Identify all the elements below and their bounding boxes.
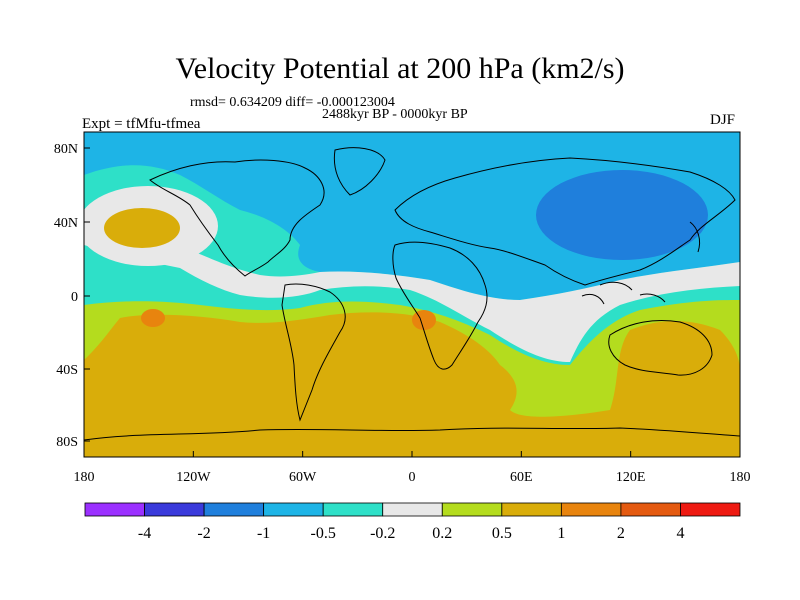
colorbar-label: 2 xyxy=(617,525,625,542)
lat-tick-label: 40N xyxy=(54,216,78,231)
coast-south-america xyxy=(281,283,346,422)
lat-tick-label: 40S xyxy=(56,363,78,378)
colorbar-label: 4 xyxy=(676,525,684,542)
colorbar-label: -4 xyxy=(138,525,151,542)
colorbar-label: -2 xyxy=(197,525,210,542)
colorbar-bin xyxy=(84,502,145,517)
coast-north-america xyxy=(149,159,325,277)
colorbar-bin xyxy=(441,502,503,517)
period-label: 2488kyr BP - 0000kyr BP xyxy=(322,107,468,122)
colorbar-bin xyxy=(322,502,384,517)
colorbar-bin xyxy=(144,502,205,517)
coast-maritime-continent xyxy=(581,281,666,305)
field-layer xyxy=(84,132,740,457)
colorbar-label: -0.2 xyxy=(370,525,395,542)
field-strong-positive-blob-pacific xyxy=(141,309,165,327)
colorbar-bin xyxy=(382,502,443,517)
latitude-axis: 80N 40N 0 40S 80S xyxy=(54,142,90,450)
colorbar-bin xyxy=(620,502,681,517)
lon-tick-label: 120E xyxy=(616,470,646,485)
colorbar-bin xyxy=(501,502,562,517)
colorbar-label: -1 xyxy=(257,525,270,542)
map-title: Velocity Potential at 200 hPa (km2/s) xyxy=(175,52,625,85)
colorbar-bin xyxy=(203,502,265,517)
colorbar-label: -0.5 xyxy=(311,525,336,542)
lon-tick-label: 180 xyxy=(730,470,751,485)
colorbar-label: 0.2 xyxy=(432,525,452,542)
field-positive-region xyxy=(84,312,740,457)
stats-line: rmsd= 0.634209 diff= -0.000123004 xyxy=(190,95,395,110)
colorbar-bin xyxy=(680,502,741,517)
experiment-label: Expt = tfMfu-tfmea xyxy=(82,116,201,132)
lon-tick-label: 120W xyxy=(176,470,211,485)
coast-greenland xyxy=(333,147,386,196)
longitude-axis: 180 120W 60W 0 60E 120E 180 xyxy=(74,451,751,485)
colorbar: -4 -2 -1 -0.5 -0.2 0.2 0.5 1 2 4 xyxy=(84,502,741,542)
coast-eurasia xyxy=(394,157,736,286)
field-negative-region xyxy=(84,132,740,300)
colorbar-label: 0.5 xyxy=(492,525,512,542)
field-strong-positive-blob-africa xyxy=(412,310,436,330)
field-strong-negative-blob-asia xyxy=(536,170,708,260)
colorbar-label: 1 xyxy=(557,525,565,542)
coast-antarctica xyxy=(84,427,740,441)
lon-tick-label: 60E xyxy=(510,470,533,485)
field-neutral-region xyxy=(84,238,740,362)
lat-tick-label: 80S xyxy=(56,435,78,450)
lon-tick-label: 0 xyxy=(409,470,416,485)
coast-japan xyxy=(689,221,701,253)
field-positive-blob-pacific xyxy=(104,208,180,248)
coast-australia xyxy=(608,320,713,376)
coastlines xyxy=(84,147,740,441)
lon-tick-label: 60W xyxy=(289,470,317,485)
season-label: DJF xyxy=(710,112,736,128)
lat-tick-label: 0 xyxy=(71,290,78,305)
lat-tick-label: 80N xyxy=(54,142,78,157)
coast-africa xyxy=(392,241,488,370)
colorbar-bin xyxy=(263,502,324,517)
colorbar-bin xyxy=(560,502,622,517)
lon-tick-label: 180 xyxy=(74,470,95,485)
